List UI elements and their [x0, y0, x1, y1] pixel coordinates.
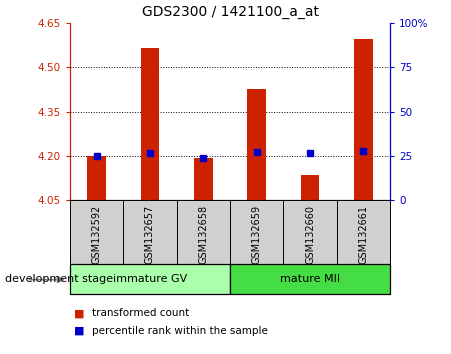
- Text: GSM132658: GSM132658: [198, 205, 208, 264]
- Text: percentile rank within the sample: percentile rank within the sample: [92, 326, 267, 336]
- Bar: [194, 158, 213, 200]
- Bar: [247, 90, 266, 200]
- Text: mature MII: mature MII: [280, 274, 340, 284]
- Text: GSM132659: GSM132659: [252, 205, 262, 264]
- Bar: [87, 156, 106, 200]
- Bar: [141, 48, 159, 200]
- Text: ■: ■: [74, 308, 85, 318]
- Bar: [70, 200, 123, 264]
- Text: GSM132661: GSM132661: [359, 205, 368, 264]
- Bar: [70, 264, 230, 294]
- Text: GSM132660: GSM132660: [305, 205, 315, 264]
- Text: GSM132657: GSM132657: [145, 205, 155, 264]
- Text: immature GV: immature GV: [113, 274, 187, 284]
- Bar: [337, 200, 390, 264]
- Bar: [283, 200, 337, 264]
- Title: GDS2300 / 1421100_a_at: GDS2300 / 1421100_a_at: [142, 5, 318, 19]
- Bar: [354, 39, 373, 200]
- Bar: [301, 175, 319, 200]
- Bar: [230, 264, 390, 294]
- Bar: [177, 200, 230, 264]
- Bar: [123, 200, 177, 264]
- Text: development stage: development stage: [5, 274, 113, 284]
- Text: ■: ■: [74, 326, 85, 336]
- Bar: [230, 200, 283, 264]
- Text: transformed count: transformed count: [92, 308, 189, 318]
- Text: GSM132592: GSM132592: [92, 205, 101, 264]
